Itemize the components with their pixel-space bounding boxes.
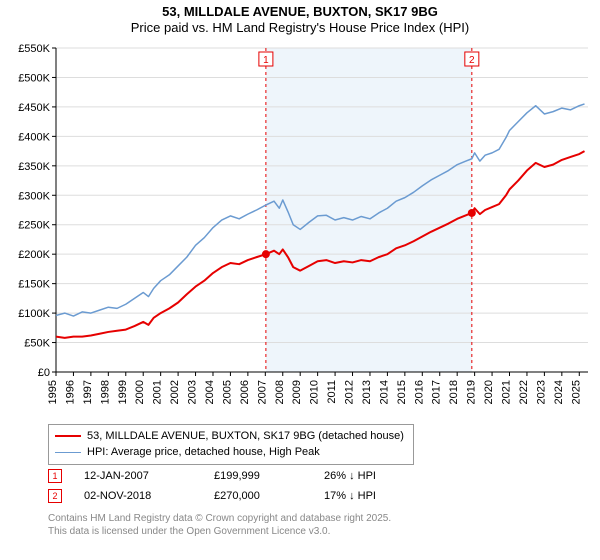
- legend: 53, MILLDALE AVENUE, BUXTON, SK17 9BG (d…: [48, 424, 414, 465]
- svg-text:2025: 2025: [570, 380, 582, 404]
- legend-item-hpi: HPI: Average price, detached house, High…: [55, 444, 407, 460]
- sale-date: 02-NOV-2018: [84, 490, 214, 502]
- svg-text:2022: 2022: [518, 380, 530, 404]
- chart-area: £0 £50K £100K £150K £200K £250K £300K £350K £400…: [8, 42, 592, 420]
- svg-text:2014: 2014: [378, 380, 390, 404]
- svg-text:£550K: £550K: [18, 43, 50, 55]
- sale-row: 1 12-JAN-2007 £199,999 26% ↓ HPI: [48, 466, 424, 486]
- svg-text:2011: 2011: [326, 380, 338, 404]
- chart-title-block: 53, MILLDALE AVENUE, BUXTON, SK17 9BG Pr…: [0, 0, 600, 35]
- svg-text:1996: 1996: [64, 380, 76, 404]
- svg-text:1998: 1998: [99, 380, 111, 404]
- svg-text:£0: £0: [38, 367, 50, 379]
- svg-text:£150K: £150K: [18, 279, 50, 291]
- svg-text:2021: 2021: [501, 380, 513, 404]
- svg-text:1995: 1995: [47, 380, 59, 404]
- svg-text:2007: 2007: [256, 380, 268, 404]
- svg-text:£250K: £250K: [18, 220, 50, 232]
- sale-row: 2 02-NOV-2018 £270,000 17% ↓ HPI: [48, 486, 424, 506]
- svg-text:2009: 2009: [291, 380, 303, 404]
- svg-text:2008: 2008: [274, 380, 286, 404]
- svg-text:£500K: £500K: [18, 72, 50, 84]
- svg-text:2: 2: [469, 55, 475, 66]
- svg-text:1999: 1999: [117, 380, 129, 404]
- sale-marker-icon: 2: [48, 489, 62, 503]
- svg-text:£100K: £100K: [18, 308, 50, 320]
- svg-text:1997: 1997: [82, 380, 94, 404]
- sale-price: £270,000: [214, 490, 324, 502]
- sale-marker-icon: 1: [48, 469, 62, 483]
- svg-text:2019: 2019: [466, 380, 478, 404]
- svg-text:2017: 2017: [431, 380, 443, 404]
- footer-line1: Contains HM Land Registry data © Crown c…: [48, 512, 391, 525]
- svg-text:£300K: £300K: [18, 190, 50, 202]
- svg-text:£450K: £450K: [18, 102, 50, 114]
- svg-text:2010: 2010: [309, 380, 321, 404]
- title-line2: Price paid vs. HM Land Registry's House …: [0, 20, 600, 35]
- svg-text:£50K: £50K: [24, 338, 50, 350]
- svg-text:£200K: £200K: [18, 249, 50, 261]
- svg-text:2004: 2004: [204, 380, 216, 404]
- sale-diff: 26% ↓ HPI: [324, 470, 424, 482]
- legend-item-price-paid: 53, MILLDALE AVENUE, BUXTON, SK17 9BG (d…: [55, 428, 407, 444]
- title-line1: 53, MILLDALE AVENUE, BUXTON, SK17 9BG: [0, 4, 600, 19]
- svg-text:2001: 2001: [152, 380, 164, 404]
- footer-line2: This data is licensed under the Open Gov…: [48, 525, 391, 538]
- svg-text:2006: 2006: [239, 380, 251, 404]
- svg-text:2012: 2012: [344, 380, 356, 404]
- svg-text:2003: 2003: [187, 380, 199, 404]
- svg-text:1: 1: [263, 55, 269, 66]
- legend-swatch-hpi: [55, 452, 81, 453]
- sale-date: 12-JAN-2007: [84, 470, 214, 482]
- svg-text:2016: 2016: [413, 380, 425, 404]
- svg-text:2024: 2024: [553, 380, 565, 404]
- svg-text:2015: 2015: [396, 380, 408, 404]
- svg-text:£350K: £350K: [18, 161, 50, 173]
- svg-text:2013: 2013: [361, 380, 373, 404]
- sale-price: £199,999: [214, 470, 324, 482]
- svg-text:2018: 2018: [448, 380, 460, 404]
- sale-records: 1 12-JAN-2007 £199,999 26% ↓ HPI 2 02-NO…: [48, 466, 424, 506]
- legend-label: HPI: Average price, detached house, High…: [87, 444, 320, 460]
- svg-text:2005: 2005: [221, 380, 233, 404]
- svg-text:2020: 2020: [483, 380, 495, 404]
- legend-swatch-price-paid: [55, 435, 81, 437]
- svg-text:£400K: £400K: [18, 131, 50, 143]
- svg-text:2002: 2002: [169, 380, 181, 404]
- sale-diff: 17% ↓ HPI: [324, 490, 424, 502]
- footer-attribution: Contains HM Land Registry data © Crown c…: [48, 512, 391, 538]
- legend-label: 53, MILLDALE AVENUE, BUXTON, SK17 9BG (d…: [87, 428, 404, 444]
- svg-text:2000: 2000: [134, 380, 146, 404]
- svg-text:2023: 2023: [535, 380, 547, 404]
